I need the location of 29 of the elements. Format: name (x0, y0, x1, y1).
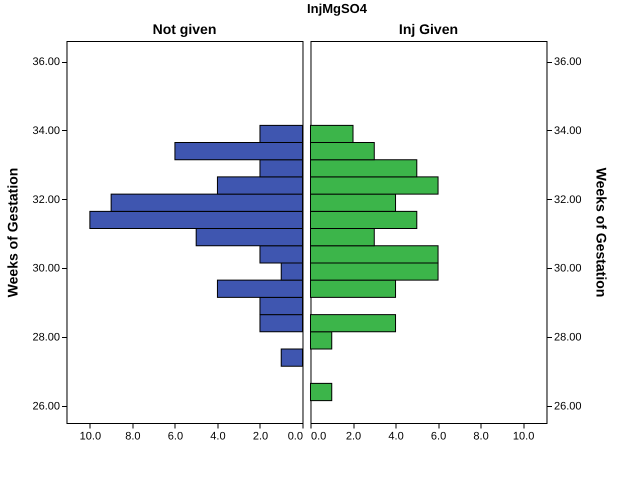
x-tick-label: 4.0 (210, 430, 226, 442)
y-axis-title: Weeks of Gestation (4, 168, 20, 298)
y-tick-label: 34.00 (32, 124, 60, 137)
y-tick-label: 36.00 (32, 56, 60, 68)
x-tick-label: 10.0 (80, 430, 102, 442)
y-tick-label: 30.00 (554, 262, 582, 275)
y-tick-label: 26.00 (32, 400, 60, 412)
y-tick-label: 32.00 (32, 194, 60, 206)
x-tick-label: 8.0 (125, 430, 141, 442)
x-tick-label: 8.0 (473, 430, 489, 442)
y-tick-label: 34.00 (554, 124, 582, 137)
x-tick-label: 4.0 (388, 430, 404, 442)
text: InjMgSO4 (307, 0, 368, 16)
y-axis-title: Weeks of Gestation (594, 168, 610, 298)
x-tick-label: 6.0 (430, 430, 446, 442)
x-tick-label: 0.0 (288, 430, 303, 442)
chart-title: Not given (152, 21, 216, 37)
y-tick-label: 26.00 (554, 400, 582, 412)
y-tick-label: 28.00 (32, 331, 60, 344)
x-tick-label: 2.0 (252, 430, 268, 442)
x-tick-label: 6.0 (168, 430, 184, 442)
y-tick-label: 36.00 (554, 56, 582, 68)
x-tick-label: 2.0 (346, 430, 362, 442)
chart-title: Inj Given (398, 21, 458, 37)
y-tick-label: 30.00 (32, 262, 60, 275)
y-tick-label: 32.00 (554, 194, 582, 206)
y-tick-label: 28.00 (554, 331, 582, 344)
x-tick-label: 0.0 (310, 430, 326, 442)
x-tick-label: 10.0 (512, 430, 534, 442)
